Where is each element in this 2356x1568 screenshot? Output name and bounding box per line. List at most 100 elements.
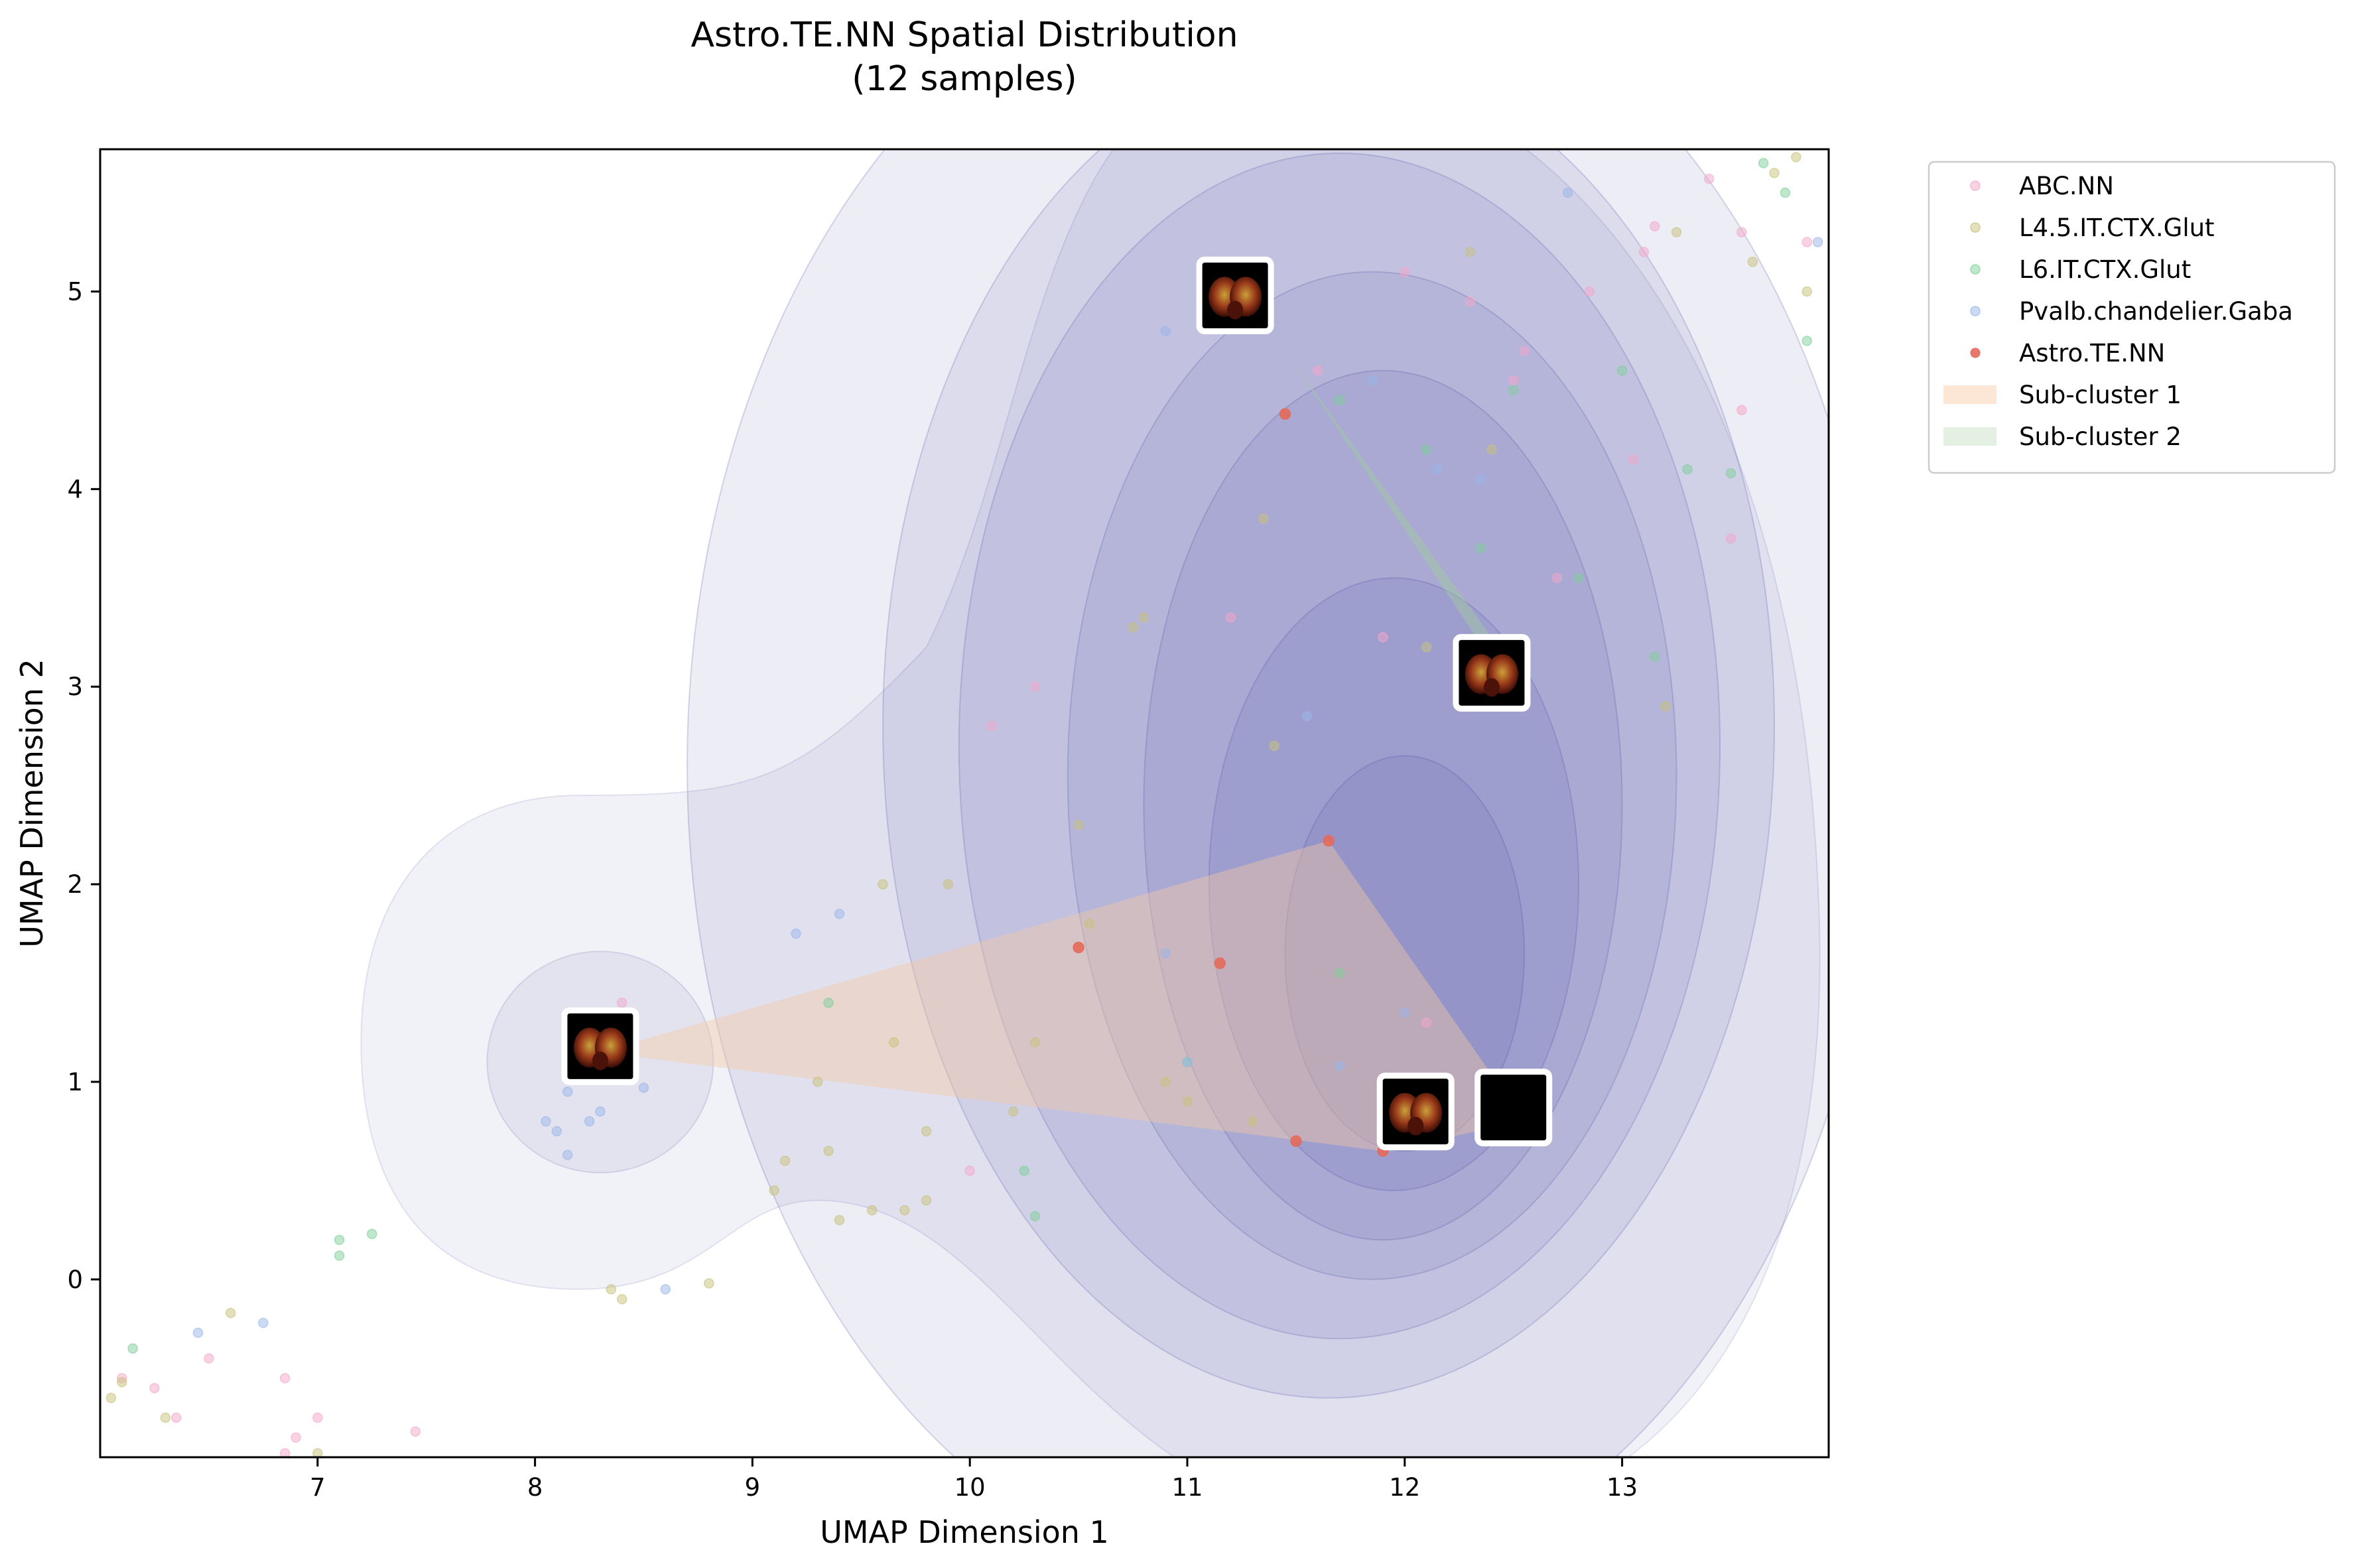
- point-l6-it-ctx-glut-16: [1682, 464, 1693, 475]
- point-pvalb-chandelier-gaba-4: [562, 1086, 573, 1097]
- point-abc-nn-12: [1400, 266, 1410, 277]
- point-l6-it-ctx-glut-18: [1758, 158, 1769, 168]
- point-l4-5-it-ctx-glut-11: [812, 1077, 823, 1087]
- point-abc-nn-3: [204, 1353, 214, 1364]
- sample-thumbnail-2: [1196, 256, 1274, 334]
- point-pvalb-chandelier-gaba-16: [1334, 1061, 1345, 1071]
- point-l6-it-ctx-glut-8: [1334, 395, 1345, 406]
- point-l6-it-ctx-glut-19: [1780, 187, 1791, 198]
- point-l6-it-ctx-glut-14: [1616, 365, 1628, 376]
- point-astro-te-nn-4: [1323, 834, 1335, 847]
- y-tick-label-1: 1: [67, 1068, 83, 1096]
- point-astro-te-nn-3: [1279, 408, 1291, 420]
- point-l4-5-it-ctx-glut-34: [1660, 701, 1671, 712]
- point-pvalb-chandelier-gaba-13: [1182, 1057, 1193, 1067]
- point-l4-5-it-ctx-glut-36: [1747, 257, 1758, 267]
- legend: ABC.NN L4.5.IT.CTX.Glut L6.IT.CTX.Glut Pval…: [1928, 161, 2336, 474]
- point-l4-5-it-ctx-glut-18: [888, 1037, 899, 1048]
- point-l4-5-it-ctx-glut-37: [1769, 167, 1780, 178]
- legend-marker-l6-it-ctx-glut: [1970, 264, 1981, 275]
- point-l4-5-it-ctx-glut-33: [1465, 247, 1475, 257]
- thumbnail-brain-stem: [1227, 300, 1244, 320]
- point-l4-5-it-ctx-glut-32: [1486, 444, 1497, 455]
- thumbnail-brain-stem: [592, 1051, 608, 1071]
- point-pvalb-chandelier-gaba-14: [1160, 326, 1171, 336]
- point-pvalb-chandelier-gaba-2: [541, 1116, 551, 1127]
- point-l4-5-it-ctx-glut-8: [769, 1185, 779, 1196]
- y-axis-label: UMAP Dimension 2: [14, 659, 50, 948]
- point-abc-nn-6: [312, 1412, 323, 1423]
- legend-marker-l4-5-it-ctx-glut: [1970, 222, 1981, 233]
- point-pvalb-chandelier-gaba-12: [1160, 948, 1171, 959]
- point-l6-it-ctx-glut-13: [1573, 572, 1584, 584]
- y-axis: 0 1 2 3 4 5: [67, 277, 100, 1294]
- point-l4-5-it-ctx-glut-19: [921, 1126, 932, 1137]
- x-axis: 7 8 9 10 11 12 13: [310, 1457, 1638, 1502]
- point-l4-5-it-ctx-glut-30: [1269, 740, 1279, 751]
- legend-label-l6-it-ctx-glut: L6.IT.CTX.Glut: [2019, 255, 2191, 284]
- point-abc-nn-18: [1628, 454, 1638, 465]
- x-axis-label: UMAP Dimension 1: [820, 1514, 1109, 1550]
- point-l6-it-ctx-glut-17: [1725, 468, 1736, 479]
- density-contours: [360, 149, 1829, 1457]
- legend-marker-abc-nn: [1970, 180, 1981, 191]
- legend-marker-astro-te-nn: [1970, 348, 1981, 358]
- point-pvalb-chandelier-gaba-1: [258, 1317, 269, 1329]
- point-abc-nn-13: [1465, 296, 1475, 307]
- point-abc-nn-9: [616, 998, 627, 1008]
- point-l6-it-ctx-glut-12: [1508, 385, 1519, 396]
- point-l4-5-it-ctx-glut-4: [312, 1448, 323, 1457]
- point-abc-nn-25: [1638, 247, 1650, 257]
- point-l4-5-it-ctx-glut-0: [105, 1392, 117, 1404]
- point-l4-5-it-ctx-glut-14: [899, 1205, 910, 1216]
- point-abc-nn-11: [1312, 365, 1323, 376]
- point-pvalb-chandelier-gaba-17: [1400, 1008, 1410, 1018]
- x-tick-label-11: 11: [1171, 1473, 1203, 1502]
- x-tick-label-9: 9: [745, 1473, 761, 1502]
- legend-label-sub-cluster-1: Sub-cluster 1: [2019, 381, 2182, 409]
- point-abc-nn-30: [1029, 681, 1041, 692]
- point-pvalb-chandelier-gaba-15: [1301, 711, 1313, 722]
- point-l4-5-it-ctx-glut-17: [878, 879, 888, 889]
- point-abc-nn-29: [986, 721, 997, 732]
- x-tick-label-12: 12: [1389, 1473, 1420, 1502]
- point-pvalb-chandelier-gaba-3: [551, 1126, 562, 1137]
- density-contour-4: [1067, 271, 1677, 1280]
- point-abc-nn-1: [149, 1382, 160, 1394]
- legend-label-pvalb-chandelier-gaba: Pvalb.chandelier.Gaba: [2019, 297, 2293, 326]
- point-abc-nn-14: [1508, 375, 1519, 386]
- point-l6-it-ctx-glut-0: [127, 1343, 138, 1354]
- point-abc-nn-7: [410, 1426, 421, 1437]
- scatter-points: [105, 152, 1823, 1457]
- point-abc-nn-4: [279, 1373, 291, 1384]
- density-contour-outer: [360, 149, 1821, 1457]
- point-pvalb-chandelier-gaba-0: [192, 1327, 204, 1339]
- point-l6-it-ctx-glut-11: [1475, 543, 1486, 554]
- point-l6-it-ctx-glut-6: [1019, 1165, 1029, 1176]
- point-pvalb-chandelier-gaba-22: [1812, 237, 1823, 247]
- x-tick-label-13: 13: [1606, 1473, 1638, 1502]
- point-abc-nn-23: [1736, 405, 1747, 415]
- point-l4-5-it-ctx-glut-9: [779, 1155, 791, 1166]
- point-l4-5-it-ctx-glut-21: [1029, 1037, 1041, 1048]
- point-pvalb-chandelier-gaba-5: [584, 1116, 595, 1127]
- point-l4-5-it-ctx-glut-15: [921, 1195, 932, 1206]
- legend-marker-pvalb-chandelier-gaba: [1970, 306, 1981, 316]
- subcluster-hull-1: [600, 840, 1525, 1151]
- point-l4-5-it-ctx-glut-39: [1791, 152, 1801, 163]
- point-abc-nn-5: [291, 1432, 301, 1443]
- point-pvalb-chandelier-gaba-10: [791, 928, 801, 939]
- point-l4-5-it-ctx-glut-12: [834, 1214, 845, 1226]
- point-astro-te-nn-2: [1214, 957, 1226, 970]
- point-pvalb-chandelier-gaba-11: [834, 909, 845, 919]
- point-l4-5-it-ctx-glut-3: [225, 1307, 236, 1319]
- point-l6-it-ctx-glut-10: [1421, 444, 1432, 455]
- y-tick-label-0: 0: [67, 1266, 83, 1294]
- thumbnail-brain-stem: [1483, 678, 1500, 697]
- point-l4-5-it-ctx-glut-35: [1671, 227, 1682, 237]
- point-l4-5-it-ctx-glut-24: [1128, 622, 1138, 633]
- point-l6-it-ctx-glut-2: [334, 1250, 345, 1261]
- point-pvalb-chandelier-gaba-21: [1562, 187, 1573, 198]
- y-tick-label-2: 2: [67, 870, 83, 899]
